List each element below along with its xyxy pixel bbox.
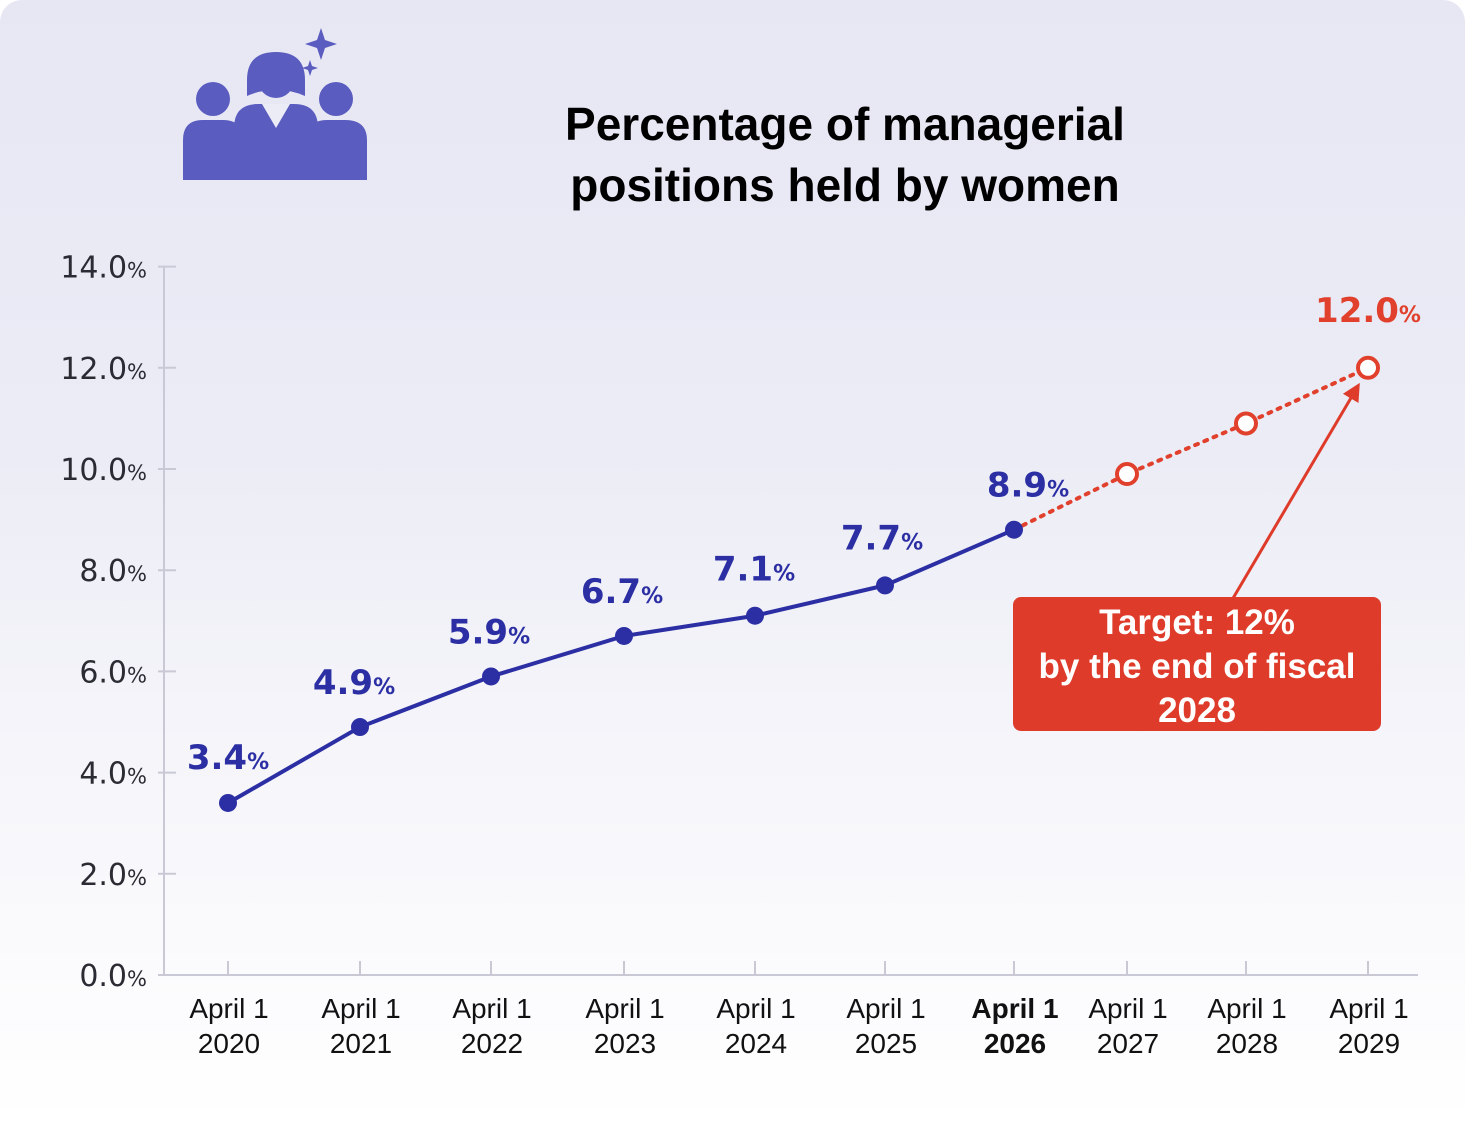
target-data-point: [1356, 355, 1380, 380]
target-data-point: [1234, 411, 1258, 436]
x-tick-label-line-1: April 1: [585, 993, 664, 1024]
y-tick-label: 4.0%: [79, 757, 147, 792]
x-tick-label-line-1: April 1: [452, 993, 531, 1024]
x-tick-label-line-2: 2028: [1216, 1028, 1278, 1059]
actual-data-label: 4.9%: [313, 663, 395, 703]
actual-data-point: [615, 626, 633, 645]
actual-data-point: [876, 576, 894, 595]
target-data-label: 12.0%: [1315, 291, 1421, 331]
y-tick-label: 6.0%: [79, 655, 147, 690]
actual-data-label: 6.7%: [581, 572, 663, 612]
actual-data-label: 3.4%: [187, 738, 269, 778]
y-tick-label: 2.0%: [79, 858, 147, 893]
target-callout-box: [1013, 597, 1381, 731]
x-tick-label-line-2: 2029: [1338, 1028, 1400, 1059]
y-tick-label: 14.0%: [60, 251, 147, 286]
target-callout-line-2: by the end of fiscal: [1039, 647, 1356, 686]
actual-data-point: [746, 606, 764, 625]
actual-data-point: [351, 718, 369, 737]
x-tick-label-line-2: 2023: [594, 1028, 656, 1059]
actual-data-point: [219, 793, 237, 812]
target-callout-arrow: [1230, 382, 1360, 601]
y-tick-label: 8.0%: [79, 554, 147, 589]
chart-title-line-1: Percentage of managerial: [565, 98, 1125, 150]
x-tick-label-line-1: April 1: [971, 993, 1058, 1024]
x-tick-label-line-1: April 1: [321, 993, 400, 1024]
actual-data-label: 7.1%: [713, 550, 795, 590]
series-layer: [219, 355, 1380, 812]
actual-data-label: 5.9%: [448, 612, 530, 652]
target-callout-line-1: Target: 12%: [1099, 603, 1295, 642]
x-tick-label-line-2: 2021: [330, 1028, 392, 1059]
x-tick-label-line-2: 2020: [198, 1028, 260, 1059]
actual-data-label: 7.7%: [841, 518, 923, 558]
x-tick-label-line-1: April 1: [846, 993, 925, 1024]
data-labels-layer: 3.4% 4.9% 5.9% 6.7% 7.1% 7.7% 8.9% 12.0%: [187, 291, 1421, 778]
chart-title-line-2: positions held by women: [570, 159, 1119, 211]
y-tick-label: 10.0%: [60, 453, 147, 488]
target-data-point: [1115, 462, 1139, 487]
actual-data-label: 8.9%: [987, 466, 1069, 506]
x-tick-label-line-1: April 1: [1207, 993, 1286, 1024]
target-callout: Target: 12% by the end of fiscal 2028: [1013, 382, 1381, 731]
x-tick-label-line-1: April 1: [1329, 993, 1408, 1024]
y-tick-label: 12.0%: [60, 352, 147, 387]
x-tick-label-line-2: 2026: [984, 1028, 1046, 1059]
y-tick-label: 0.0%: [79, 959, 147, 994]
actual-data-point: [1005, 520, 1023, 539]
y-axis-ticks: 0.0% 2.0% 4.0% 6.0% 8.0% 10.0% 12.0% 14.0%: [60, 251, 176, 994]
x-tick-label-line-2: 2027: [1097, 1028, 1159, 1059]
x-tick-label-line-1: April 1: [716, 993, 795, 1024]
x-tick-label-line-1: April 1: [189, 993, 268, 1024]
x-tick-label-line-2: 2022: [461, 1028, 523, 1059]
actual-data-point: [482, 667, 500, 686]
target-callout-line-3: 2028: [1158, 691, 1236, 730]
women-managers-group-icon: [183, 28, 367, 180]
x-tick-label-line-2: 2024: [725, 1028, 787, 1059]
x-tick-label-line-1: April 1: [1088, 993, 1167, 1024]
x-axis-ticks: April 1 2020 April 1 2021 April 1 2022 April 1…: [189, 961, 1409, 1059]
target-series-line: [1012, 365, 1370, 532]
x-tick-label-line-2: 2025: [855, 1028, 917, 1059]
